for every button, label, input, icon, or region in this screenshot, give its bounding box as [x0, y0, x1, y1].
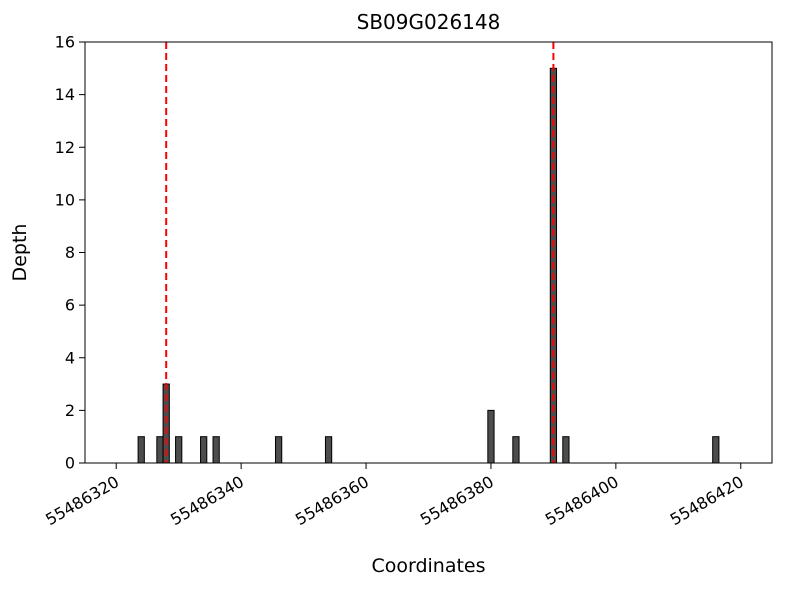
x-tick-label: 55486380: [417, 472, 497, 529]
y-tick-label: 16: [55, 33, 75, 52]
depth-bar: [156, 436, 164, 464]
y-tick-label: 12: [55, 138, 75, 157]
y-axis-label: Depth: [9, 224, 31, 282]
y-tick-label: 8: [65, 243, 75, 262]
depth-bar: [487, 409, 495, 464]
y-tick-label: 14: [55, 85, 75, 104]
y-tick-label: 10: [55, 190, 75, 209]
x-tick-label: 55486320: [42, 472, 122, 529]
x-tick-label: 55486360: [292, 472, 372, 529]
y-tick-label: 6: [65, 296, 75, 315]
y-tick-label: 0: [65, 454, 75, 473]
x-axis-label: Coordinates: [371, 555, 485, 577]
chart-title: SB09G026148: [357, 10, 501, 34]
depth-bar: [274, 436, 283, 464]
y-tick-label: 4: [65, 348, 75, 367]
depth-bar: [137, 436, 145, 464]
depth-bar: [212, 436, 220, 464]
depth-bar: [562, 436, 570, 464]
depth-bar: [712, 436, 720, 464]
y-tick-label: 2: [65, 401, 75, 420]
depth-bar: [324, 436, 333, 464]
depth-bar: [512, 436, 520, 464]
depth-bar: [200, 436, 208, 464]
depth-bar: [175, 436, 183, 464]
plot-border: [84, 41, 773, 464]
x-tick-label: 55486340: [167, 472, 247, 529]
x-tick-label: 55486400: [542, 472, 622, 529]
x-tick-label: 55486420: [667, 472, 747, 529]
